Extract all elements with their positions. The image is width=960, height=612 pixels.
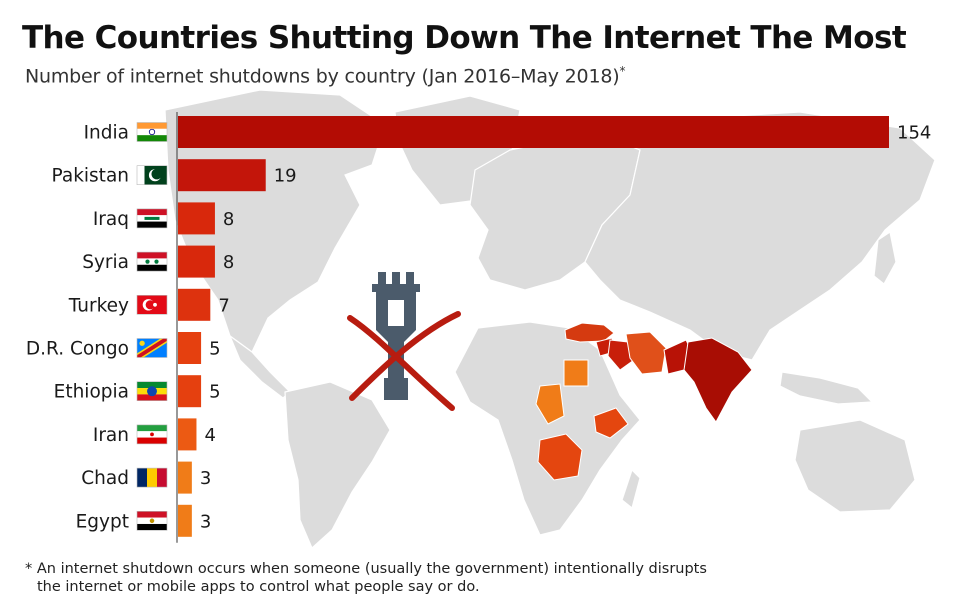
flag-iran-icon <box>136 424 168 445</box>
footnote: * An internet shutdown occurs when someo… <box>25 560 785 596</box>
bar <box>178 202 215 235</box>
category-label: Syria <box>82 252 129 273</box>
subtitle-text: Number of internet shutdowns by country … <box>25 65 620 88</box>
bar <box>178 116 889 148</box>
flag-drcongo-icon <box>136 338 168 358</box>
footnote-line-2: the internet or mobile apps to control w… <box>37 579 480 595</box>
map-japan <box>873 231 897 285</box>
value-label: 154 <box>897 123 931 144</box>
value-label: 19 <box>274 166 297 187</box>
value-label: 5 <box>209 382 220 403</box>
category-label: Turkey <box>68 295 129 316</box>
value-label: 8 <box>223 252 234 273</box>
flag-ethiopia-icon <box>136 381 168 402</box>
flag-syria-icon <box>136 251 168 272</box>
map-africa <box>454 321 641 536</box>
category-label: Iraq <box>93 209 129 230</box>
map-highlight-chad <box>535 383 565 425</box>
internet-disconnect-icon <box>347 272 461 411</box>
category-label: D.R. Congo <box>26 339 129 360</box>
value-label: 8 <box>223 209 234 230</box>
map-madagascar <box>621 468 641 510</box>
category-label: Ethiopia <box>54 382 129 403</box>
chart-subtitle: Number of internet shutdowns by country … <box>25 64 625 87</box>
flag-chad-icon <box>136 467 168 488</box>
value-label: 3 <box>200 468 211 489</box>
map-highlight-iraq <box>607 339 635 371</box>
bar <box>178 159 266 192</box>
map-highlight-egypt <box>563 359 589 387</box>
flag-turkey-icon <box>136 294 168 315</box>
bar <box>178 332 202 364</box>
map-highlight-turkey <box>564 322 615 343</box>
category-label: Chad <box>81 468 129 489</box>
map-south-america <box>284 381 391 550</box>
map-highlight-ethiopia <box>593 407 629 439</box>
category-label: India <box>84 123 129 144</box>
footnote-line-1: * An internet shutdown occurs when someo… <box>25 561 707 577</box>
flag-pakistan-icon <box>136 165 168 185</box>
category-label: Pakistan <box>52 166 129 187</box>
value-label: 3 <box>200 511 211 532</box>
flag-india-icon <box>136 122 168 142</box>
value-label: 7 <box>218 295 229 316</box>
bar <box>178 461 192 494</box>
footnote-marker: * <box>619 64 626 78</box>
map-highlight-iran <box>625 331 667 375</box>
flag-egypt-icon <box>136 510 168 531</box>
map-indonesia <box>779 371 874 405</box>
bar <box>178 245 215 278</box>
value-label: 4 <box>204 425 215 446</box>
map-australia <box>794 419 916 513</box>
value-label: 5 <box>209 339 220 360</box>
bar <box>178 418 197 451</box>
map-highlight-drcongo <box>537 433 583 481</box>
map-highlight-india <box>683 337 753 423</box>
chart-title: The Countries Shutting Down The Internet… <box>22 20 907 56</box>
category-label: Egypt <box>76 511 129 532</box>
bar <box>178 288 211 321</box>
map-asia <box>584 111 936 361</box>
bar <box>178 504 192 537</box>
flag-iraq-icon <box>136 208 168 229</box>
bar <box>178 375 202 408</box>
category-label: Iran <box>93 425 129 446</box>
